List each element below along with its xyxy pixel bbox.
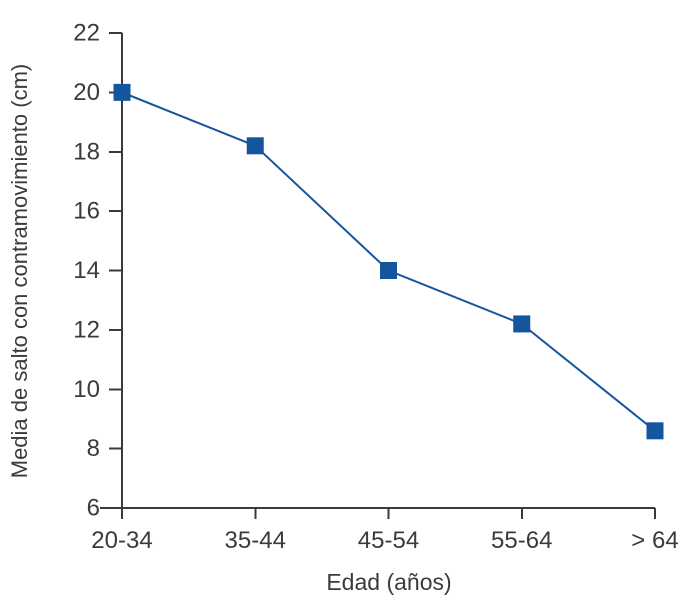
y-tick-label: 22 (73, 20, 100, 47)
data-point-marker (113, 83, 131, 101)
data-point-marker (646, 422, 664, 440)
x-tick-label: > 64 (631, 527, 678, 554)
y-tick-label: 10 (73, 376, 100, 403)
x-tick-label: 20-34 (91, 527, 152, 554)
x-tick-label: 45-54 (358, 527, 419, 554)
y-axis-title: Media de salto con contramovimiento (cm) (7, 64, 32, 479)
y-tick-label: 6 (87, 495, 100, 522)
tick-labels: 22 20 18 16 14 12 10 8 6 20-34 35-44 45-54 55-64 > 64 (73, 20, 678, 555)
series-line (121, 91, 656, 432)
y-tick-label: 8 (87, 435, 100, 462)
axis-lines (100, 32, 656, 519)
axes (100, 32, 656, 519)
data-point-marker (513, 315, 531, 333)
y-tick-label: 12 (73, 316, 100, 343)
data-point-marker (246, 137, 264, 155)
y-tick-label: 18 (73, 138, 100, 165)
x-axis-title: Edad (años) (326, 569, 451, 595)
y-tick-label: 20 (73, 79, 100, 106)
data-point-marker (380, 262, 397, 279)
y-tick-label: 16 (73, 198, 100, 225)
y-tick-label: 14 (73, 257, 100, 284)
series-group (113, 83, 664, 440)
x-tick-label: 35-44 (225, 527, 286, 554)
x-tick-label: 55-64 (491, 527, 552, 554)
